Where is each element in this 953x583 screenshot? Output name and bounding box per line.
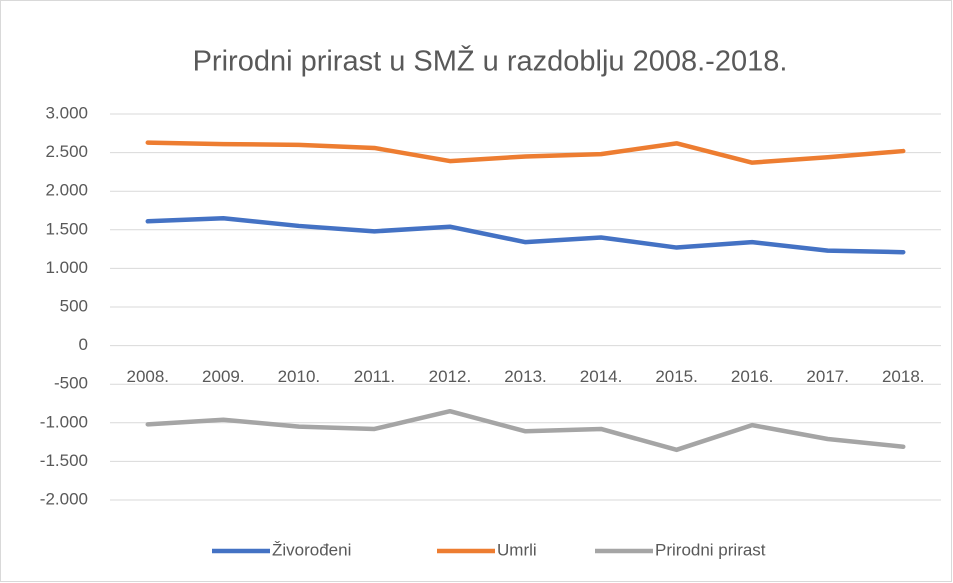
y-tick-label: 500	[60, 296, 88, 315]
x-tick-label: 2014.	[580, 367, 623, 386]
x-tick-label: 2010.	[278, 367, 321, 386]
legend-label: Umrli	[497, 540, 537, 559]
series-line	[145, 215, 906, 255]
y-tick-label: -500	[54, 374, 88, 393]
x-tick-label: 2015.	[655, 367, 698, 386]
chart-title: Prirodni prirast u SMŽ u razdoblju 2008.…	[193, 45, 788, 78]
y-tick-label: -1.000	[40, 412, 88, 431]
y-tick-label: 3.000	[45, 103, 88, 122]
x-tick-label: 2017.	[806, 367, 849, 386]
x-tick-label: 2016.	[731, 367, 774, 386]
x-tick-label: 2011.	[354, 367, 395, 386]
y-tick-label: -2.000	[40, 489, 88, 508]
x-tick-label: 2012.	[429, 367, 472, 386]
y-tick-label: 1.000	[45, 258, 88, 277]
x-tick-label: 2013.	[504, 367, 547, 386]
series-line	[145, 140, 906, 165]
x-tick-label: 2008.	[126, 367, 169, 386]
y-tick-label: 2.000	[45, 181, 88, 200]
x-tick-label: 2018.	[882, 367, 925, 386]
series-line	[145, 408, 906, 453]
legend-label: Prirodni prirast	[655, 540, 766, 559]
y-tick-label: -1.500	[40, 451, 88, 470]
legend-label: Živorođeni	[272, 540, 351, 559]
y-tick-label: 0	[79, 335, 88, 354]
y-tick-label: 2.500	[45, 142, 88, 161]
x-tick-label: 2009.	[202, 367, 245, 386]
y-tick-label: 1.500	[45, 219, 88, 238]
